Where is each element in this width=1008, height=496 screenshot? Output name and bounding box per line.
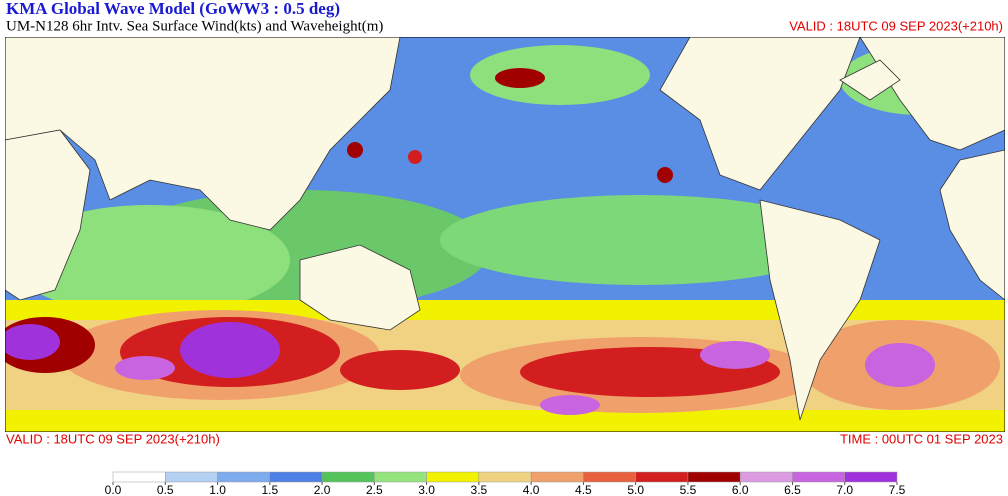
map bbox=[5, 37, 1005, 432]
color-swatch bbox=[739, 471, 793, 483]
color-swatch bbox=[217, 471, 271, 483]
subtitle: UM-N128 6hr Intv. Sea Surface Wind(kts) … bbox=[6, 18, 383, 34]
color-swatch bbox=[269, 471, 323, 483]
tick-label: 6.0 bbox=[732, 483, 749, 496]
color-swatch bbox=[635, 471, 689, 483]
tick-label: 6.5 bbox=[784, 483, 801, 496]
tick-label: 7.5 bbox=[889, 483, 906, 496]
tick-label: 7.0 bbox=[836, 483, 853, 496]
title: KMA Global Wave Model (GoWW3 : 0.5 deg) bbox=[6, 0, 340, 18]
color-swatch bbox=[478, 471, 532, 483]
color-swatch bbox=[583, 471, 636, 483]
init-time: TIME : 00UTC 01 SEP 2023 bbox=[840, 431, 1003, 446]
valid-time: VALID : 18UTC 09 SEP 2023(+210h) bbox=[789, 18, 1003, 33]
valid-time: VALID : 18UTC 09 SEP 2023(+210h) bbox=[6, 431, 220, 446]
tick-label: 1.5 bbox=[261, 483, 278, 496]
tick-label: 0.5 bbox=[157, 483, 174, 496]
color-swatch bbox=[844, 471, 898, 483]
tick-label: 1.0 bbox=[209, 483, 226, 496]
tick-label: 2.0 bbox=[314, 483, 331, 496]
color-swatch bbox=[687, 471, 741, 483]
tick-label: 5.5 bbox=[680, 483, 697, 496]
tick-label: 4.0 bbox=[523, 483, 540, 496]
colorbar: 0.0 0.5 1.0 1.5 2.0 2.5 3.0 3.5 4.0 4.5 5.0 5.5 6.0 6… bbox=[105, 471, 906, 496]
color-swatch bbox=[374, 471, 427, 483]
tick-label: 2.5 bbox=[366, 483, 383, 496]
tick-label: 4.5 bbox=[575, 483, 592, 496]
color-swatch bbox=[112, 471, 166, 483]
tick-label: 0.0 bbox=[105, 483, 122, 496]
color-swatch bbox=[530, 471, 584, 483]
tick-label: 3.5 bbox=[471, 483, 488, 496]
color-swatch bbox=[321, 471, 375, 483]
color-swatch bbox=[792, 471, 845, 483]
color-swatch bbox=[165, 471, 218, 483]
tick-label: 3.0 bbox=[418, 483, 435, 496]
tick-label: 5.0 bbox=[627, 483, 644, 496]
color-swatch bbox=[426, 471, 480, 483]
